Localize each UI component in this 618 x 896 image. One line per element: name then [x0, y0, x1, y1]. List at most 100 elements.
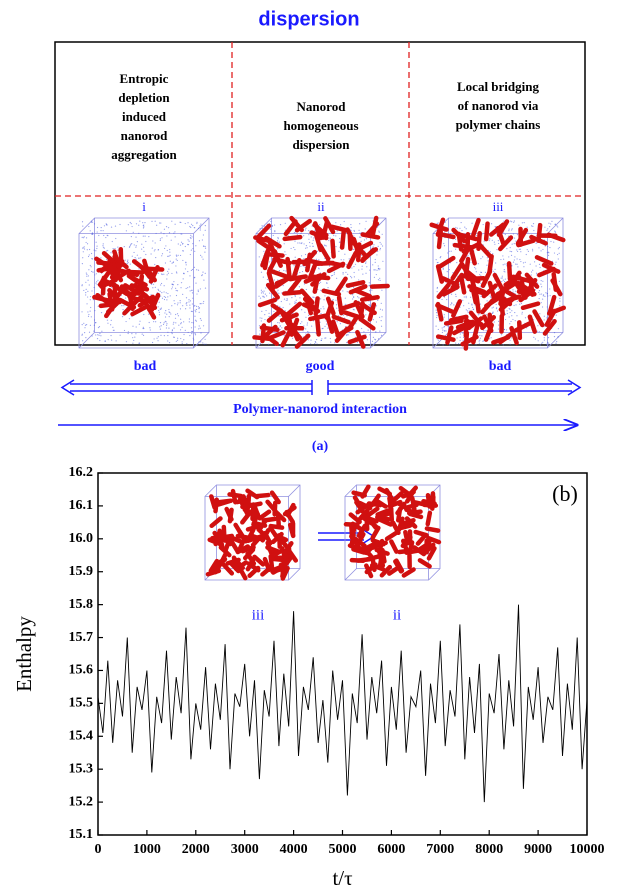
- polymer-dot: [280, 300, 282, 303]
- polymer-dot: [305, 328, 307, 330]
- polymer-dot: [167, 272, 170, 274]
- polymer-dot: [557, 258, 559, 260]
- polymer-dot: [274, 230, 276, 232]
- polymer-dot: [192, 337, 194, 339]
- nanorod: [448, 314, 469, 323]
- nanorod: [288, 274, 308, 282]
- polymer-dot: [85, 324, 88, 326]
- polymer-dot: [299, 242, 301, 244]
- cube-image: [204, 484, 301, 581]
- polymer-dot: [110, 324, 112, 326]
- polymer-dot: [554, 231, 557, 233]
- polymer-dot: [168, 308, 170, 311]
- polymer-dot: [380, 320, 382, 322]
- polymer-dot: [501, 277, 503, 279]
- chart: iii ii15.115.215.315.415.515.615.715.815.…: [12, 465, 605, 890]
- nanorod: [348, 512, 362, 525]
- polymer-dot: [130, 235, 132, 238]
- polymer-dot: [151, 341, 154, 344]
- polymer-dot: [93, 324, 95, 326]
- polymer-dot: [293, 265, 295, 267]
- polymer-dot: [335, 235, 337, 237]
- polymer-dot: [468, 302, 470, 304]
- polymer-dot: [380, 243, 382, 245]
- polymer-dot: [479, 313, 481, 315]
- polymer-dot: [452, 272, 454, 274]
- polymer-dot: [160, 325, 162, 327]
- polymer-dot: [318, 268, 320, 270]
- polymer-dot: [373, 276, 376, 278]
- quality-label: bad: [134, 359, 157, 374]
- polymer-dot: [90, 220, 93, 222]
- nanorod: [400, 517, 416, 526]
- polymer-dot: [158, 314, 161, 316]
- polymer-dot: [537, 282, 539, 284]
- polymer-dot: [129, 244, 132, 246]
- polymer-dot: [294, 301, 296, 303]
- nanorod: [326, 261, 346, 274]
- nanorod: [149, 292, 161, 312]
- polymer-dot: [264, 293, 266, 295]
- polymer-dot: [348, 258, 350, 260]
- polymer-dot: [85, 288, 87, 290]
- polymer-dot: [527, 250, 530, 252]
- polymer-dot: [100, 335, 102, 337]
- polymer-dot: [190, 310, 192, 312]
- polymer-dot: [467, 255, 469, 257]
- nanorod: [396, 523, 413, 531]
- polymer-dot: [477, 263, 479, 265]
- polymer-dot: [167, 331, 169, 333]
- polymer-dot: [182, 293, 184, 295]
- polymer-dot: [347, 334, 349, 336]
- polymer-dot: [436, 291, 438, 293]
- polymer-dot: [358, 297, 360, 299]
- nanorod: [405, 485, 418, 499]
- polymer-dot: [500, 258, 502, 261]
- polymer-dot: [319, 281, 322, 283]
- polymer-dot: [514, 320, 516, 322]
- polymer-dot: [106, 259, 108, 261]
- polymer-dot: [138, 257, 140, 259]
- polymer-dot: [182, 259, 184, 262]
- polymer-dot: [535, 272, 538, 274]
- polymer-dot: [194, 276, 196, 278]
- polymer-dot: [144, 235, 146, 237]
- polymer-dot: [135, 223, 138, 225]
- polymer-dot: [155, 321, 157, 323]
- polymer-dot: [479, 337, 482, 339]
- cube-image: [343, 484, 442, 581]
- polymer-dot: [441, 331, 443, 334]
- polymer-dot: [135, 333, 137, 335]
- polymer-dot: [154, 249, 156, 251]
- nanorod: [547, 294, 557, 315]
- polymer-dot: [107, 339, 109, 341]
- polymer-dot: [191, 321, 193, 324]
- polymer-dot: [192, 248, 194, 250]
- polymer-dot: [112, 326, 114, 328]
- nanorod: [260, 564, 274, 577]
- polymer-dot: [191, 330, 194, 333]
- polymer-dot: [503, 270, 505, 272]
- polymer-dot: [513, 221, 515, 223]
- polymer-dot: [555, 314, 557, 316]
- nanorod: [330, 319, 341, 339]
- nanorod: [221, 562, 235, 576]
- nanorod: [499, 296, 505, 317]
- polymer-dot: [114, 225, 117, 227]
- polymer-dot: [443, 326, 445, 328]
- polymer-dot: [110, 334, 112, 337]
- polymer-dot: [342, 314, 344, 316]
- polymer-dot: [379, 247, 382, 250]
- polymer-dot: [379, 279, 381, 282]
- polymer-dot: [437, 222, 439, 224]
- polymer-dot: [472, 308, 474, 311]
- polymer-dot: [195, 311, 197, 313]
- polymer-dot: [163, 233, 165, 235]
- nanorod: [266, 330, 286, 341]
- polymer-dot: [277, 236, 279, 239]
- polymer-dot: [462, 336, 465, 338]
- polymer-dot: [538, 331, 540, 333]
- polymer-dot: [547, 251, 549, 253]
- polymer-dot: [189, 253, 191, 256]
- polymer-dot: [318, 259, 320, 261]
